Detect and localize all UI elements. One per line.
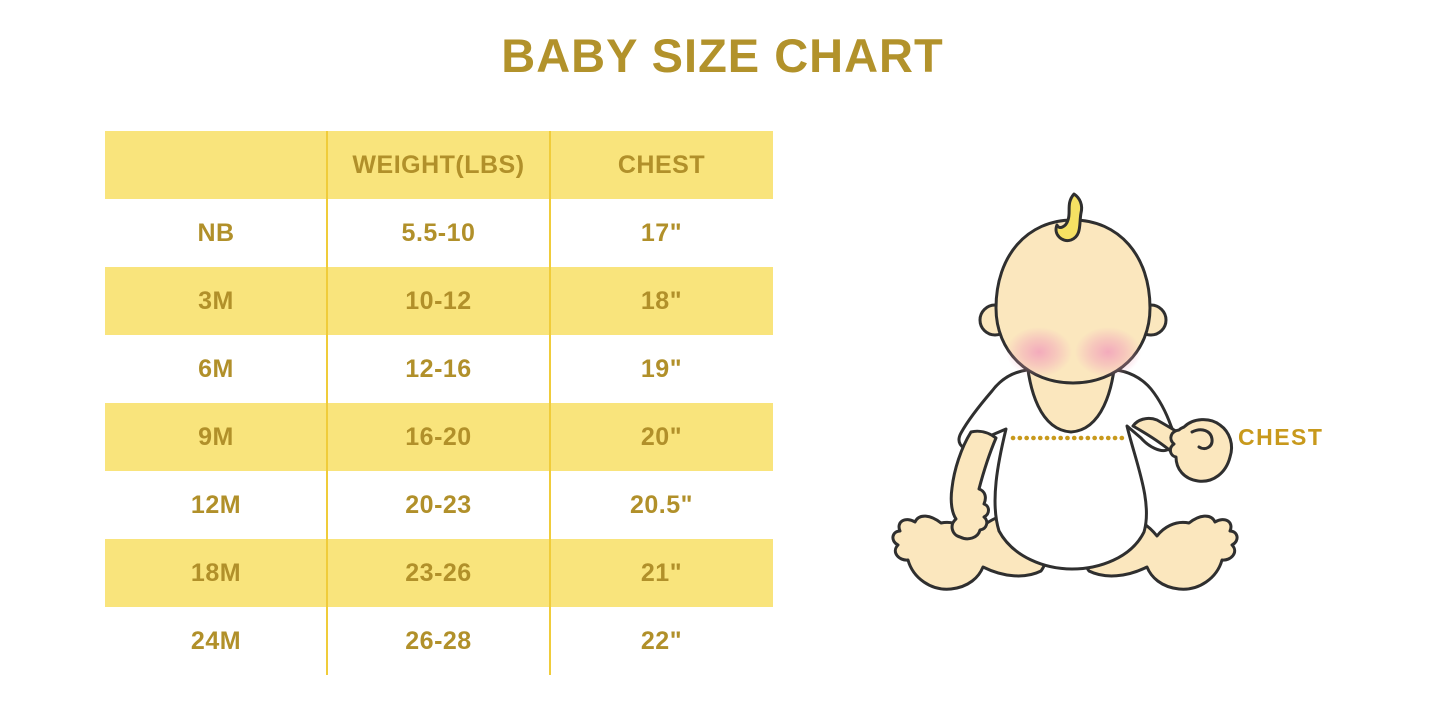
size-cell: 12M xyxy=(190,490,242,519)
column-divider xyxy=(549,131,551,675)
weight-cell: 10-12 xyxy=(405,286,472,315)
header-size xyxy=(105,131,327,199)
baby-left-cheek-blush xyxy=(1006,327,1072,377)
baby-hair-curl xyxy=(1054,192,1084,243)
weight-cell: 23-26 xyxy=(405,558,472,587)
size-cell: 3M xyxy=(198,286,234,315)
weight-cell: 5.5-10 xyxy=(401,218,476,247)
table-row: 18M 23-26 21" xyxy=(105,539,773,607)
chest-cell: 20" xyxy=(640,422,683,451)
header-chest: CHEST xyxy=(617,150,706,179)
chest-cell: 19" xyxy=(640,354,683,383)
table-row: 12M 20-23 20.5" xyxy=(105,471,773,539)
chest-cell: 18" xyxy=(640,286,683,315)
baby-fist xyxy=(1168,418,1234,483)
size-cell: 9M xyxy=(198,422,234,451)
size-cell: NB xyxy=(197,218,235,247)
weight-cell: 12-16 xyxy=(405,354,472,383)
baby-thumb-curl xyxy=(1190,428,1214,451)
table-row: NB 5.5-10 17" xyxy=(105,199,773,267)
baby-left-arm xyxy=(949,429,998,541)
baby-illustration: CHEST xyxy=(875,180,1345,620)
chest-cell: 22" xyxy=(640,626,683,655)
weight-cell: 26-28 xyxy=(405,626,472,655)
size-cell: 24M xyxy=(190,626,242,655)
size-table: WEIGHT(LBS) CHEST NB 5.5-10 17" 3M 10-12… xyxy=(105,131,773,675)
chest-cell: 17" xyxy=(640,218,683,247)
size-cell: 18M xyxy=(190,558,242,587)
size-cell: 6M xyxy=(198,354,234,383)
table-row: 3M 10-12 18" xyxy=(105,267,773,335)
weight-cell: 16-20 xyxy=(405,422,472,451)
table-header-row: WEIGHT(LBS) CHEST xyxy=(105,131,773,199)
baby-right-cheek-blush xyxy=(1075,327,1141,377)
page-title: BABY SIZE CHART xyxy=(501,29,944,82)
table-row: 6M 12-16 19" xyxy=(105,335,773,403)
table-row: 9M 16-20 20" xyxy=(105,403,773,471)
column-divider xyxy=(326,131,328,675)
chest-cell: 21" xyxy=(640,558,683,587)
chest-cell: 20.5" xyxy=(629,490,693,519)
chest-measurement-label: CHEST xyxy=(1238,424,1324,450)
baby-drawing xyxy=(891,192,1239,591)
weight-cell: 20-23 xyxy=(405,490,472,519)
table-row: 24M 26-28 22" xyxy=(105,607,773,675)
header-weight: WEIGHT(LBS) xyxy=(352,150,525,179)
